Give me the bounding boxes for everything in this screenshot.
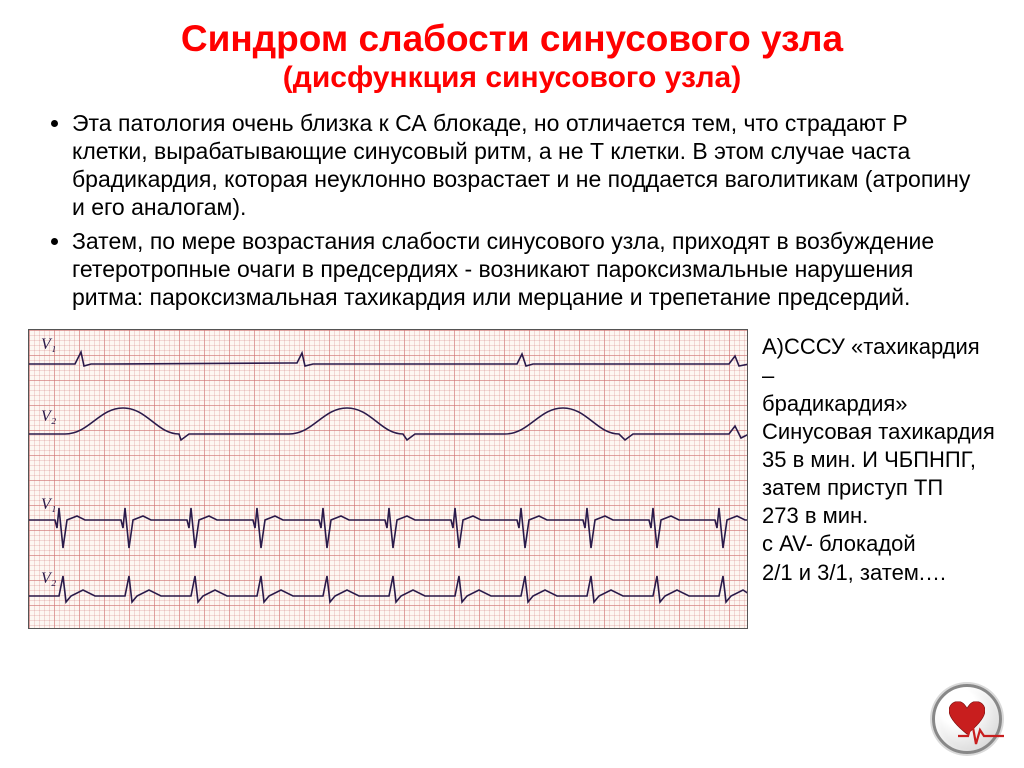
ecg-traces [29,330,748,629]
content-row: V₁ V₂ V₁ V₂ А)СССУ «тахикардия – брадика… [28,329,996,629]
title-main: Синдром слабости синусового узла [28,18,996,61]
pulse-icon [958,718,1004,746]
bullet-item: Затем, по мере возрастания слабости сину… [72,227,986,311]
caption-line: с AV- блокадой [762,530,996,558]
bullet-item: Эта патология очень близка к СА блокаде,… [72,109,986,221]
caption-line: Синусовая тахикардия [762,418,996,446]
caption-line: 35 в мин. И ЧБПНПГ, [762,446,996,474]
ecg-trace-4 [29,576,748,602]
heart-logo [932,684,1002,754]
title-subtitle: (дисфункция синусового узла) [28,61,996,96]
caption-line: 2/1 и 3/1, затем.… [762,559,996,587]
slide: Синдром слабости синусового узла (дисфун… [0,0,1024,629]
ecg-trace-2 [29,408,748,440]
ecg-trace-1 [29,352,748,366]
caption-line: 273 в мин. [762,502,996,530]
ecg-caption: А)СССУ «тахикардия – брадикардия» Синусо… [762,329,996,586]
caption-line: А)СССУ «тахикардия – [762,333,996,389]
bullet-list: Эта патология очень близка к СА блокаде,… [72,109,986,311]
caption-line: брадикардия» [762,390,996,418]
ecg-trace-3 [29,508,748,548]
ecg-strip: V₁ V₂ V₁ V₂ [28,329,748,629]
caption-line: затем приступ ТП [762,474,996,502]
slide-title: Синдром слабости синусового узла (дисфун… [28,18,996,95]
